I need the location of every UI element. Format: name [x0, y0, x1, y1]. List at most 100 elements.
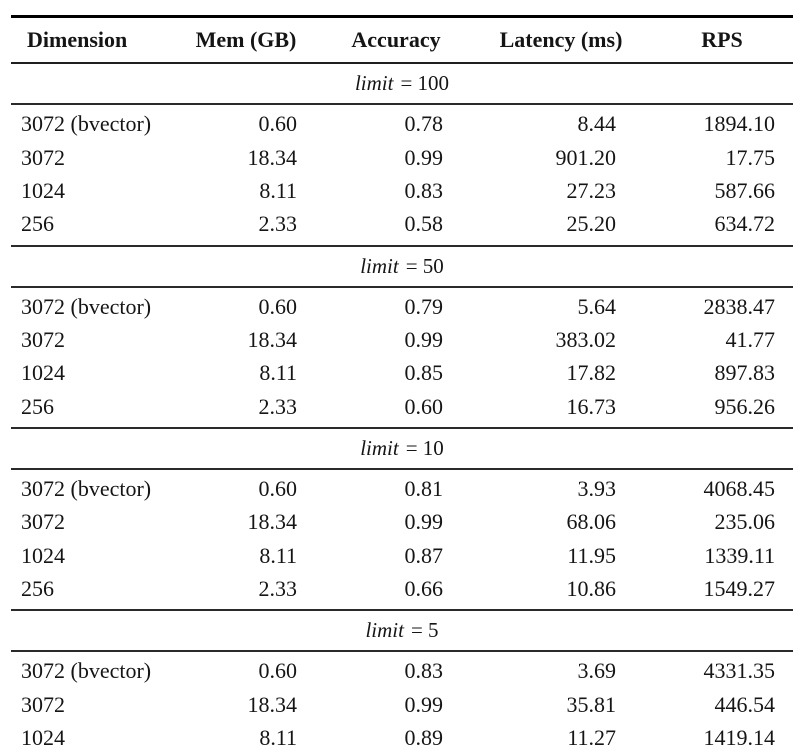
cell-value: 5.64 [577, 293, 617, 319]
cell-value: 8.44 [577, 111, 617, 137]
cell-value: 0.60 [404, 393, 444, 419]
table-section: limit = 50 3072 (bvector) 0.60 0.79 5.64 2838.… [11, 244, 793, 428]
table-section: limit = 10 3072 (bvector) 0.60 0.81 3.93 4068.… [11, 426, 793, 610]
cell-value: 17.82 [566, 360, 617, 386]
cell-value: 1419.14 [703, 725, 776, 751]
header-row: Dimension Mem (GB) Accuracy Latency (ms) RPS [11, 16, 793, 65]
table-row: 3072 (bvector) 0.60 0.78 8.44 1894.10 [11, 104, 793, 141]
cell-dimension: 1024 [21, 178, 65, 204]
section-limit-row: limit = 100 [11, 62, 793, 106]
table-section: limit = 100 3072 (bvector) 0.60 0.78 8.44 1894… [11, 62, 793, 245]
cell-dimension: 3072 (bvector) [21, 476, 152, 502]
cell-value: 0.89 [404, 725, 444, 751]
cell-value: 16.73 [566, 393, 617, 419]
limit-word: limit [365, 618, 404, 643]
cell-value: 1549.27 [703, 575, 776, 601]
cell-value: 25.20 [566, 211, 617, 237]
cell-value: 18.34 [247, 691, 298, 717]
cell-value: 2838.47 [703, 293, 776, 319]
cell-value: 0.87 [404, 542, 444, 568]
limit-value: = 100 [400, 71, 450, 96]
cell-dimension: 1024 [21, 725, 65, 751]
column-header-1: Dimension [11, 16, 171, 65]
table-row: 256 2.33 0.58 25.20 634.72 [11, 208, 793, 245]
table-row: 1024 8.11 0.87 11.95 1339.11 [11, 540, 793, 573]
cell-value: 11.95 [567, 542, 616, 568]
cell-value: 383.02 [555, 327, 617, 353]
cell-value: 8.11 [259, 360, 297, 386]
table-row: 1024 8.11 0.89 11.27 1419.14 [11, 722, 793, 752]
cell-dimension: 256 [21, 211, 54, 237]
limit-value: = 10 [405, 435, 444, 460]
cell-value: 235.06 [714, 509, 776, 535]
table-row: 256 2.33 0.66 10.86 1549.27 [11, 573, 793, 610]
cell-value: 10.86 [566, 575, 617, 601]
benchmark-table: Dimension Mem (GB) Accuracy Latency (ms) RPS… [11, 15, 793, 752]
table-row: 3072 (bvector) 0.60 0.81 3.93 4068.45 [11, 469, 793, 506]
cell-value: 0.60 [258, 476, 298, 502]
cell-value: 2.33 [258, 393, 298, 419]
cell-value: 8.11 [259, 178, 297, 204]
cell-value: 0.66 [404, 575, 444, 601]
cell-value: 35.81 [566, 691, 617, 717]
cell-value: 18.34 [247, 144, 298, 170]
cell-value: 956.26 [714, 393, 776, 419]
cell-value: 0.60 [258, 111, 298, 137]
cell-value: 3.69 [577, 658, 617, 684]
cell-value: 446.54 [714, 691, 776, 717]
cell-value: 4331.35 [703, 658, 776, 684]
cell-value: 8.11 [259, 542, 297, 568]
table-row: 1024 8.11 0.85 17.82 897.83 [11, 357, 793, 390]
cell-dimension: 3072 [21, 509, 65, 535]
cell-value: 68.06 [566, 509, 617, 535]
table-row: 3072 (bvector) 0.60 0.83 3.69 4331.35 [11, 651, 793, 688]
cell-value: 901.20 [555, 144, 617, 170]
section-limit-label: limit = 50 [11, 244, 793, 288]
table-row: 3072 18.34 0.99 901.20 17.75 [11, 142, 793, 175]
section-limit-label: limit = 5 [11, 609, 793, 653]
cell-value: 27.23 [566, 178, 617, 204]
cell-value: 0.79 [404, 293, 444, 319]
column-header-3: Accuracy [321, 16, 471, 65]
cell-dimension: 256 [21, 575, 54, 601]
cell-value: 0.99 [404, 509, 444, 535]
cell-value: 4068.45 [703, 476, 776, 502]
cell-dimension: 3072 [21, 327, 65, 353]
cell-value: 634.72 [714, 211, 776, 237]
cell-value: 0.60 [258, 293, 298, 319]
limit-word: limit [360, 435, 399, 460]
cell-value: 0.99 [404, 144, 444, 170]
cell-value: 41.77 [725, 327, 776, 353]
limit-word: limit [360, 253, 399, 278]
cell-value: 1339.11 [704, 542, 775, 568]
cell-dimension: 256 [21, 393, 54, 419]
cell-dimension: 3072 [21, 691, 65, 717]
table-row: 256 2.33 0.60 16.73 956.26 [11, 391, 793, 428]
column-header-5: RPS [651, 16, 793, 65]
cell-dimension: 1024 [21, 542, 65, 568]
cell-value: 0.60 [258, 658, 298, 684]
cell-value: 0.78 [404, 111, 444, 137]
limit-value: = 5 [410, 618, 439, 643]
cell-value: 0.99 [404, 691, 444, 717]
table-section: limit = 5 3072 (bvector) 0.60 0.83 3.69 4331.3… [11, 609, 793, 752]
section-limit-row: limit = 5 [11, 609, 793, 653]
cell-value: 8.11 [259, 725, 297, 751]
limit-value: = 50 [405, 253, 444, 278]
table-header: Dimension Mem (GB) Accuracy Latency (ms) RPS [11, 16, 793, 65]
cell-value: 0.83 [404, 658, 444, 684]
cell-value: 0.81 [404, 476, 444, 502]
cell-value: 0.58 [404, 211, 444, 237]
cell-dimension: 1024 [21, 360, 65, 386]
table-row: 3072 18.34 0.99 383.02 41.77 [11, 324, 793, 357]
cell-value: 0.83 [404, 178, 444, 204]
table-row: 3072 18.34 0.99 68.06 235.06 [11, 506, 793, 539]
cell-value: 0.99 [404, 327, 444, 353]
cell-value: 1894.10 [703, 111, 776, 137]
table-row: 3072 18.34 0.99 35.81 446.54 [11, 689, 793, 722]
cell-dimension: 3072 (bvector) [21, 111, 152, 137]
cell-value: 897.83 [714, 360, 776, 386]
cell-value: 2.33 [258, 211, 298, 237]
cell-value: 3.93 [577, 476, 617, 502]
